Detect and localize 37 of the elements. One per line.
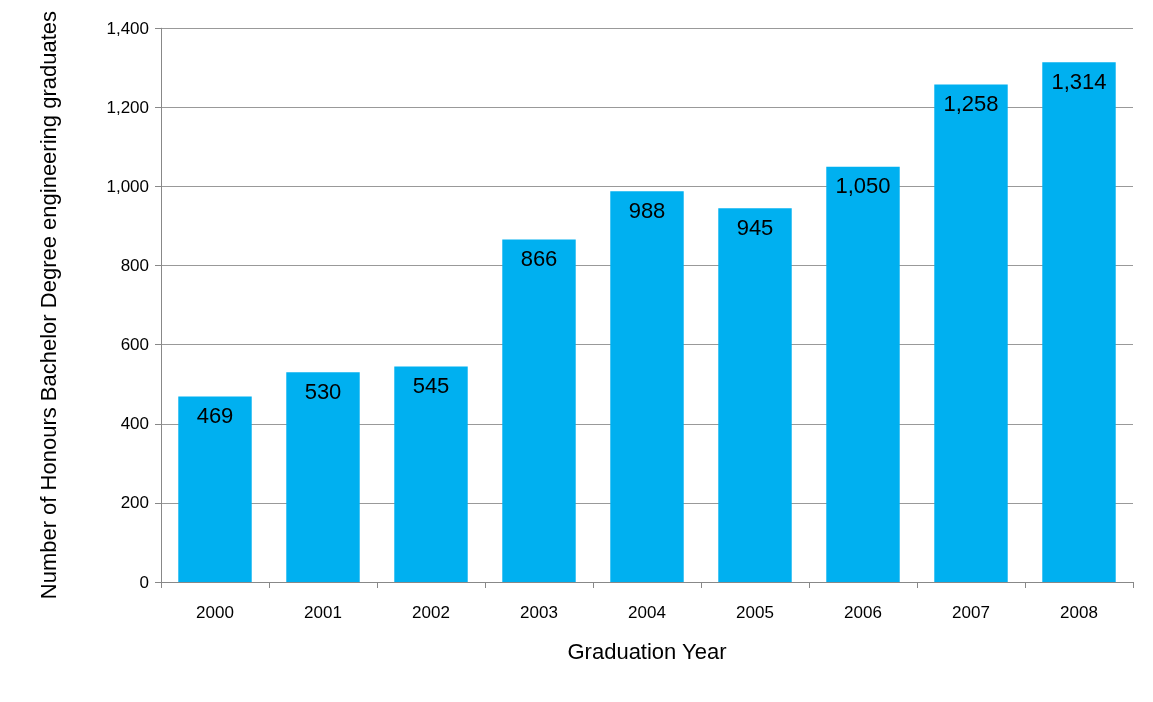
data-label: 1,314 bbox=[1051, 68, 1107, 94]
bar bbox=[826, 166, 900, 582]
x-tick-label: 2006 bbox=[844, 603, 882, 622]
data-label: 988 bbox=[628, 197, 666, 223]
x-tick-label: 2000 bbox=[196, 603, 234, 622]
x-tick-label: 2007 bbox=[952, 603, 990, 622]
x-tick-label: 2002 bbox=[412, 603, 450, 622]
x-tick-label: 2005 bbox=[736, 603, 774, 622]
bar bbox=[502, 239, 576, 582]
y-axis-title: Number of Honours Bachelor Degree engineering graduates bbox=[35, 11, 61, 600]
x-tick-label: 2004 bbox=[628, 603, 666, 622]
y-tick-label: 1,200 bbox=[106, 97, 149, 117]
data-label: 530 bbox=[304, 378, 342, 404]
bar bbox=[1042, 62, 1116, 582]
x-tick-label: 2001 bbox=[304, 603, 342, 622]
y-tick-label: 1,400 bbox=[106, 18, 149, 38]
data-label: 545 bbox=[412, 372, 450, 398]
y-tick-label: 800 bbox=[120, 256, 149, 276]
y-tick-label: 200 bbox=[120, 493, 149, 513]
bar bbox=[610, 191, 684, 582]
bar bbox=[286, 372, 360, 582]
bar bbox=[934, 84, 1008, 582]
data-label: 866 bbox=[520, 245, 558, 271]
data-label: 945 bbox=[736, 214, 774, 240]
bar bbox=[178, 396, 252, 582]
y-tick-label: 0 bbox=[139, 572, 149, 592]
y-tick-label: 400 bbox=[120, 414, 149, 434]
x-tick-label: 2008 bbox=[1060, 603, 1098, 622]
bar bbox=[718, 208, 792, 582]
data-label: 1,050 bbox=[835, 173, 891, 199]
y-tick-label: 1,000 bbox=[106, 176, 149, 196]
data-label: 1,258 bbox=[943, 90, 999, 116]
x-tick-label: 2003 bbox=[520, 603, 558, 622]
bar bbox=[394, 366, 468, 582]
data-label: 469 bbox=[196, 402, 234, 428]
y-tick-label: 600 bbox=[120, 335, 149, 355]
x-axis-title: Graduation Year bbox=[567, 638, 727, 664]
